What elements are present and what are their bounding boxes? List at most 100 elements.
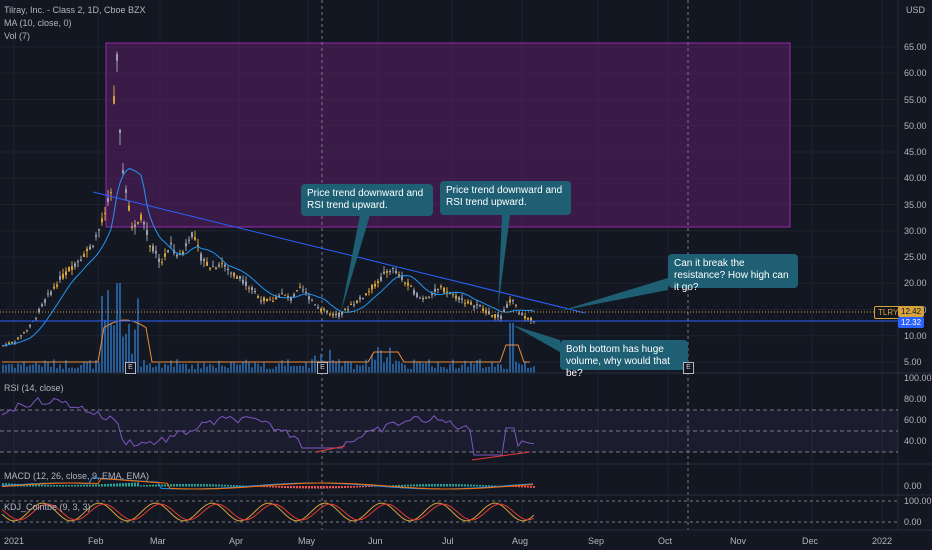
macd-histogram-bar — [452, 484, 454, 487]
macd-histogram-bar — [32, 484, 34, 487]
candle-body — [107, 198, 109, 202]
macd-histogram-bar — [197, 484, 199, 487]
callout-volume-question[interactable]: Both bottom has huge volume, why would t… — [560, 340, 688, 379]
candle-body — [437, 288, 439, 290]
candle-body — [482, 308, 484, 311]
volume-bar — [47, 362, 49, 373]
macd-histogram-bar — [146, 485, 148, 487]
volume-bar — [431, 366, 433, 373]
volume-bar — [269, 368, 271, 373]
volume-bar — [38, 364, 40, 373]
volume-bar — [266, 368, 268, 373]
macd-histogram-bar — [458, 484, 460, 487]
candle-body — [470, 302, 472, 305]
volume-bar — [122, 336, 124, 373]
volume-bar — [5, 364, 7, 373]
callout-divergence-jul[interactable]: Price trend downward and RSI trend upwar… — [440, 181, 571, 215]
volume-bar — [113, 325, 115, 373]
volume-bar — [104, 319, 106, 373]
macd-histogram-bar — [218, 484, 220, 487]
vol-legend[interactable]: Vol (7) — [4, 31, 31, 41]
macd-histogram-bar — [329, 486, 331, 489]
candle-body — [431, 293, 433, 296]
time-axis-label: Aug — [512, 536, 529, 546]
candle-body — [155, 250, 157, 254]
macd-histogram-bar — [113, 483, 115, 487]
candle-body — [236, 276, 238, 279]
resistance-trendline[interactable] — [92, 191, 586, 314]
price-axis-label: 35.00 — [904, 199, 927, 210]
candle-body — [512, 300, 514, 302]
volume-bar — [221, 365, 223, 373]
currency-label: USD — [906, 5, 926, 15]
candle-body — [488, 311, 490, 315]
ticker-symbol: TLRY — [878, 308, 899, 317]
macd-histogram-bar — [443, 484, 445, 487]
earnings-marker-oct[interactable]: E — [683, 362, 694, 374]
candle-body — [473, 305, 475, 308]
macd-histogram-bar — [416, 484, 418, 487]
candle-body — [14, 342, 16, 344]
volume-bar — [332, 359, 334, 373]
candle-body — [479, 305, 481, 307]
volume-bar — [416, 362, 418, 373]
candle-body — [248, 287, 250, 289]
rsi-divergence-2 — [471, 451, 531, 461]
volume-bar — [41, 366, 43, 373]
volume-bar — [32, 364, 34, 373]
callout-resistance-question[interactable]: Can it break the resistance? How high ca… — [668, 254, 798, 293]
macd-histogram-bar — [419, 484, 421, 487]
candle-body — [317, 307, 319, 309]
earnings-marker-may[interactable]: E — [317, 362, 328, 374]
candle-body — [533, 321, 535, 323]
macd-histogram-bar — [176, 484, 178, 487]
candle-body — [377, 281, 379, 284]
macd-histogram-bar — [428, 484, 430, 487]
symbol-title[interactable]: Tilray, Inc. - Class 2, 1D, Cboe BZX — [4, 5, 146, 15]
rsi-axis-label: 100.00 — [904, 373, 932, 383]
volume-bar — [155, 366, 157, 373]
rsi-divergence-1 — [315, 445, 346, 453]
volume-bar — [299, 365, 301, 373]
earnings-marker-feb[interactable]: E — [125, 362, 136, 374]
candle-body — [329, 313, 331, 315]
candle-body — [515, 304, 517, 306]
candle-body — [380, 276, 382, 281]
macd-histogram-bar — [308, 486, 310, 489]
macd-histogram-bar — [485, 485, 487, 487]
macd-histogram-bar — [431, 484, 433, 487]
volume-bar — [251, 367, 253, 373]
volume-bar — [68, 368, 70, 373]
macd-histogram-bar — [134, 482, 136, 487]
volume-bar — [176, 359, 178, 373]
volume-bar — [275, 366, 277, 373]
volume-bar — [494, 366, 496, 373]
rsi-legend[interactable]: RSI (14, close) — [4, 383, 64, 393]
candle-body — [341, 311, 343, 315]
macd-histogram-bar — [194, 484, 196, 487]
kdj-d-line — [1, 503, 535, 521]
candle-body — [428, 296, 430, 298]
candle-body — [227, 268, 229, 271]
macd-histogram-bar — [335, 486, 337, 489]
macd-histogram-bar — [290, 486, 292, 489]
candle-body — [443, 287, 445, 293]
macd-histogram-bar — [470, 484, 472, 487]
kdj-legend[interactable]: KDJ_Cointbe (9, 3, 3) — [4, 502, 91, 512]
volume-bar — [368, 366, 370, 373]
macd-histogram-bar — [53, 484, 55, 487]
candle-body — [311, 300, 313, 302]
ma-legend[interactable]: MA (10, close, 0) — [4, 18, 72, 28]
macd-legend[interactable]: MACD (12, 26, close, 9, EMA, EMA) — [4, 471, 150, 481]
candle-body — [23, 332, 25, 334]
macd-histogram-bar — [449, 484, 451, 487]
candle-body — [167, 250, 169, 253]
macd-histogram-bar — [5, 483, 7, 487]
macd-histogram-bar — [164, 484, 166, 487]
callout-divergence-may[interactable]: Price trend downward and RSI trend upwar… — [301, 184, 433, 216]
volume-bar — [467, 366, 469, 373]
candle-body — [17, 337, 19, 340]
macd-histogram-bar — [338, 486, 340, 489]
